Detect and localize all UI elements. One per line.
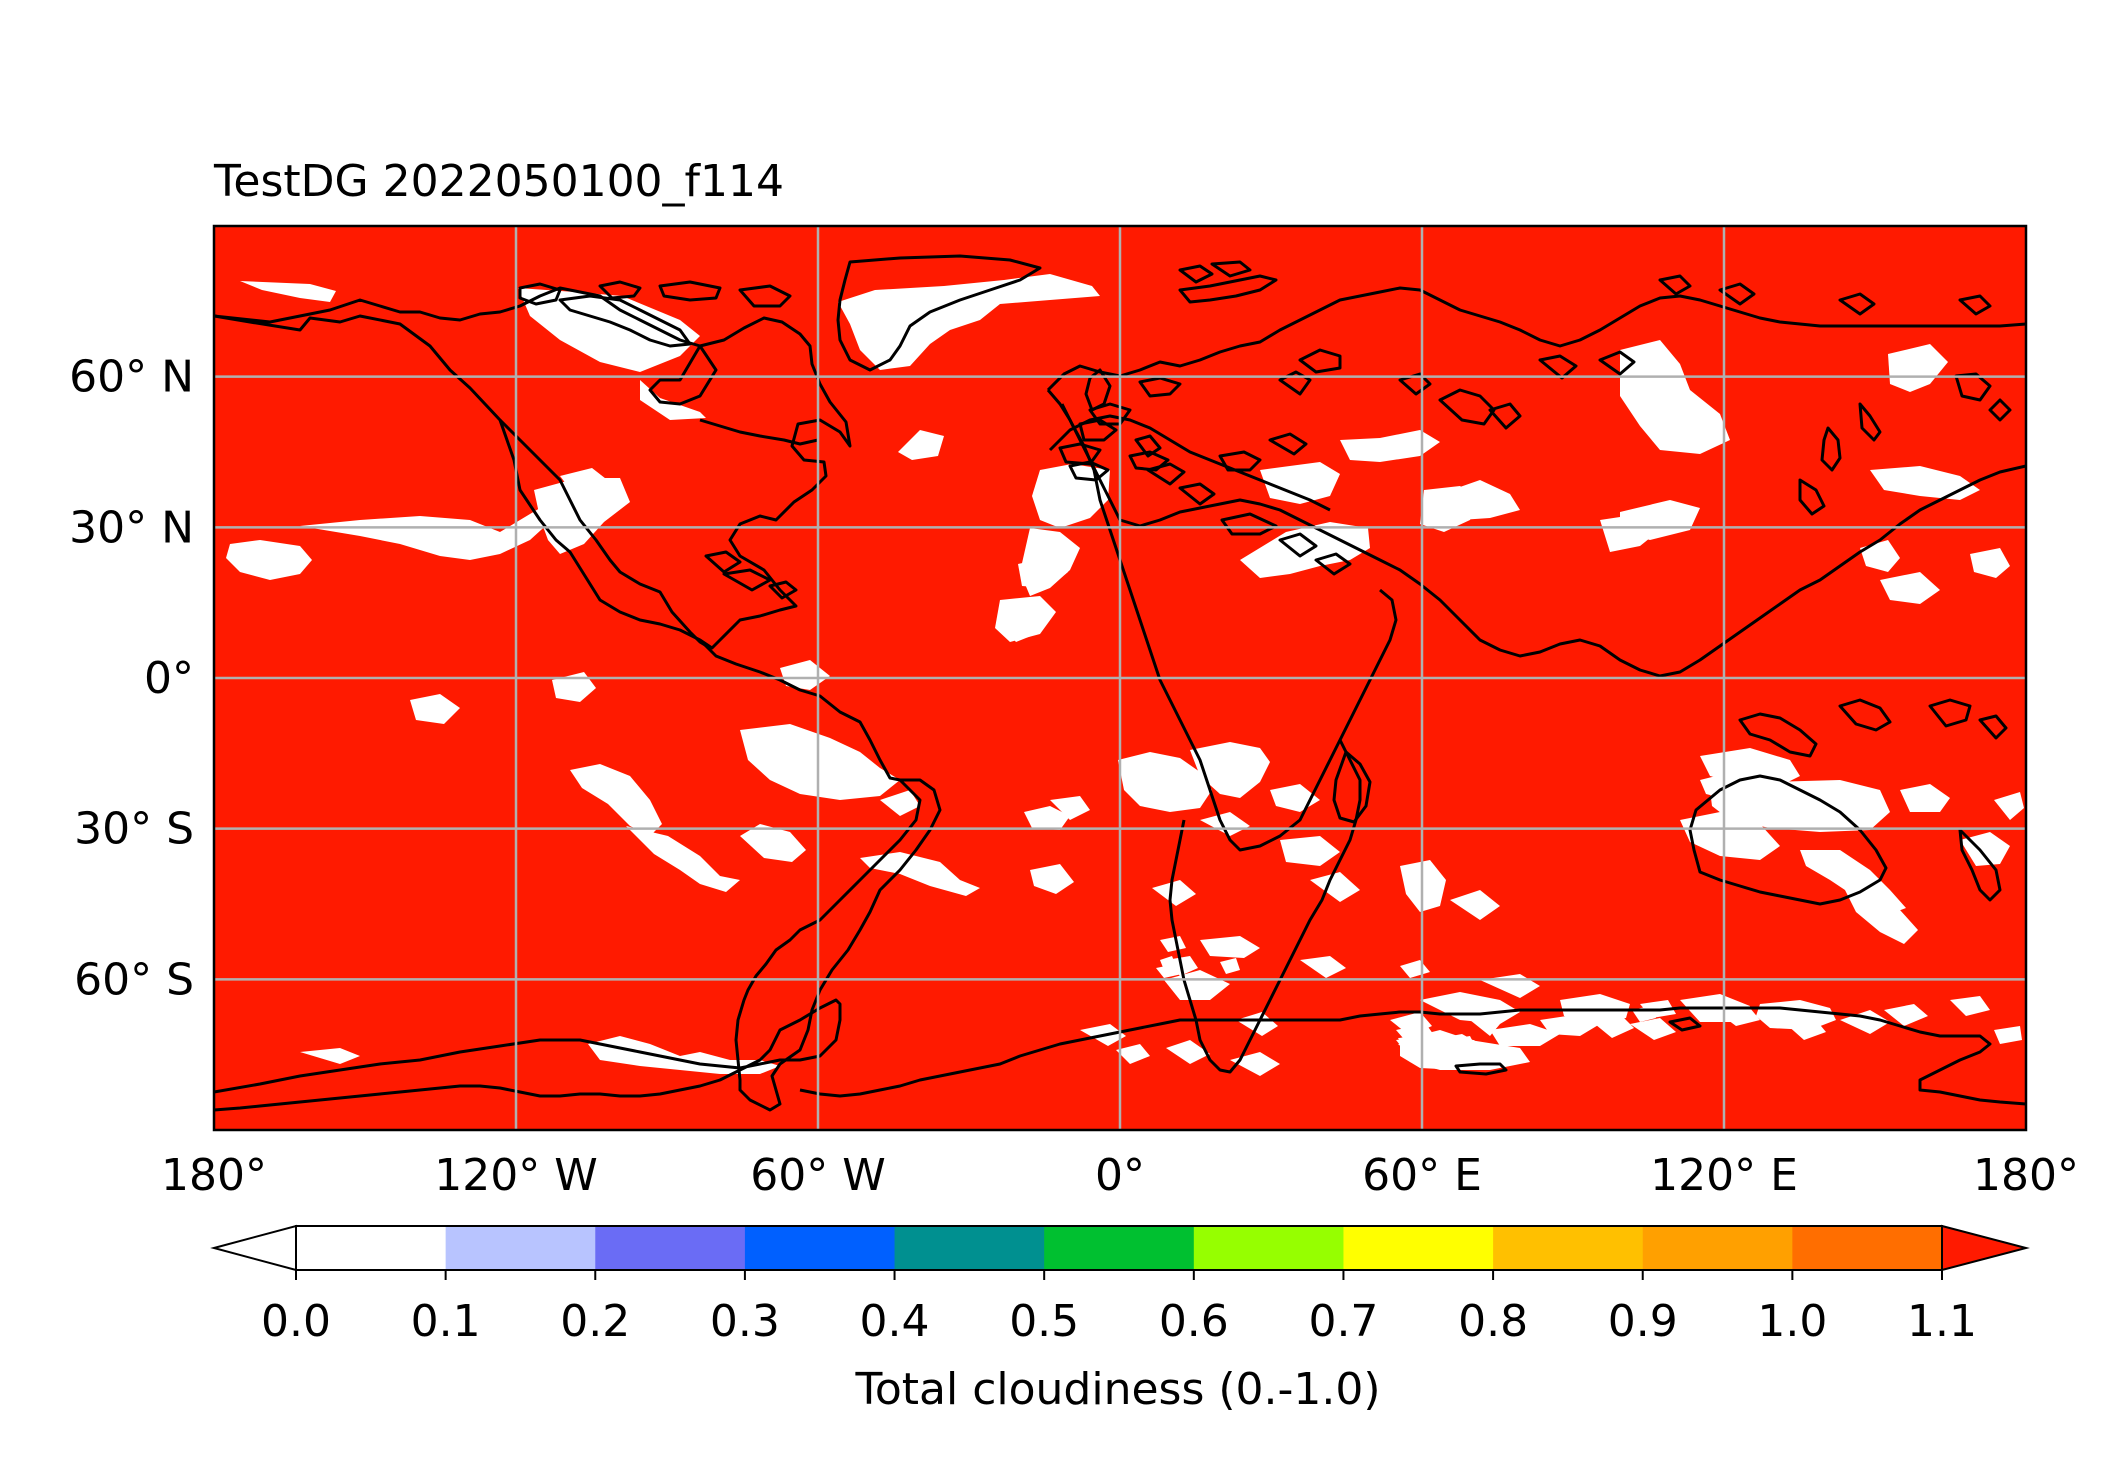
colorbar-segment <box>296 1226 447 1270</box>
colorbar <box>210 1224 2030 1272</box>
longitude-label: 60° E <box>1362 1150 1482 1201</box>
latitude-label: 0° <box>144 653 194 704</box>
latitude-label: 60° S <box>74 954 194 1005</box>
longitude-label: 0° <box>1095 1150 1145 1201</box>
colorbar-tick-label: 0.9 <box>1608 1296 1678 1347</box>
colorbar-segment <box>894 1226 1045 1270</box>
map-title: TestDG 2022050100_f114 <box>213 156 784 207</box>
graticule <box>214 226 2026 1130</box>
colorbar-tick-label: 0.3 <box>710 1296 780 1347</box>
latitude-label: 30° S <box>74 804 194 855</box>
colorbar-tick-label: 0.6 <box>1159 1296 1229 1347</box>
colorbar-over-extension <box>1941 1224 2030 1272</box>
colorbar-segment <box>595 1226 746 1270</box>
colorbar-segment <box>445 1226 596 1270</box>
colorbar-tick-label: 0.4 <box>860 1296 930 1347</box>
colorbar-under-extension <box>210 1224 297 1272</box>
longitude-label: 60° W <box>750 1150 885 1201</box>
colorbar-tick-label: 0.2 <box>560 1296 630 1347</box>
clear-sky-patches <box>226 274 2024 1076</box>
map-panel <box>212 224 2028 1132</box>
colorbar-tick-label: 1.1 <box>1907 1296 1977 1347</box>
latitude-label: 30° N <box>69 502 194 553</box>
colorbar-segment <box>744 1226 896 1270</box>
colorbar-tick-label: 0.8 <box>1458 1296 1528 1347</box>
colorbar-segment <box>1343 1226 1494 1270</box>
latitude-labels: 60° N 30° N 0° 30° S 60° S <box>69 352 194 1006</box>
colorbar-frame <box>295 1225 1943 1271</box>
longitude-label: 120° W <box>434 1150 597 1201</box>
colorbar-label: Total cloudiness (0.-1.0) <box>854 1364 1380 1415</box>
longitude-labels: 180° 120° W 60° W 0° 60° E 120° E 180° <box>161 1150 2079 1201</box>
colorbar-segment <box>1044 1226 1195 1270</box>
longitude-label: 180° <box>161 1150 267 1201</box>
longitude-label: 120° E <box>1650 1150 1798 1201</box>
map-frame <box>212 224 2028 1132</box>
colorbar-tick-label: 0.0 <box>261 1296 331 1347</box>
colorbar-segment <box>1642 1226 1793 1270</box>
colorbar-segment <box>1493 1226 1644 1270</box>
colorbar-tick-label: 0.7 <box>1308 1296 1378 1347</box>
colorbar-tick-label: 1.0 <box>1757 1296 1827 1347</box>
longitude-label: 180° <box>1973 1150 2079 1201</box>
latitude-label: 60° N <box>69 352 194 403</box>
colorbar-segment <box>1193 1226 1344 1270</box>
colorbar-tick-label: 0.1 <box>411 1296 481 1347</box>
colorbar-ticks: 0.0 0.1 0.2 0.3 0.4 0.5 0.6 0.7 0.8 0.9 1.0 1.1 <box>261 1270 1977 1347</box>
coastlines <box>214 254 2026 1112</box>
colorbar-segment <box>1792 1226 1943 1270</box>
colorbar-tick-label: 0.5 <box>1009 1296 1079 1347</box>
